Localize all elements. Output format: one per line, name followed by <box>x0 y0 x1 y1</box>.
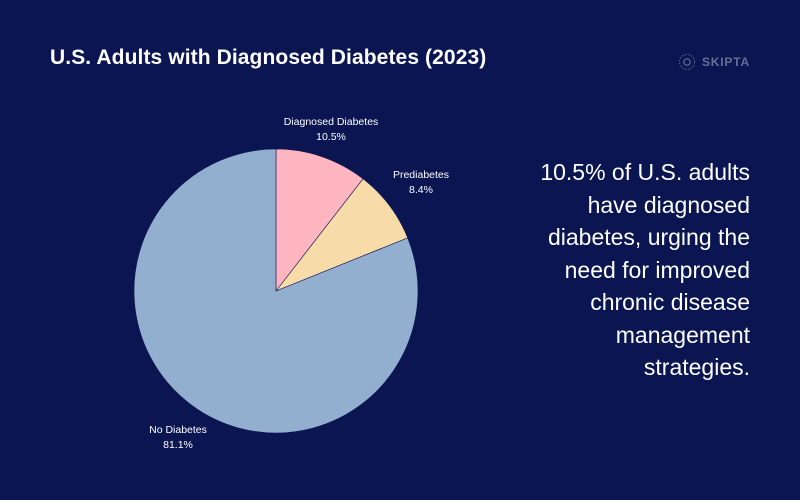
pie-slice-no-diabetes <box>133 148 419 434</box>
brand-logo: SKIPTA <box>678 53 750 71</box>
brand-name: SKIPTA <box>702 55 750 69</box>
slice-value-prediabetes: 8.4% <box>409 184 433 196</box>
slice-label-prediabetes: Prediabetes <box>393 169 449 181</box>
chart-title: U.S. Adults with Diagnosed Diabetes (202… <box>50 46 487 69</box>
pie-slice-diagnosed-diabetes <box>275 148 364 292</box>
slice-value-diagnosed-diabetes: 10.5% <box>316 131 346 143</box>
pie-chart: Diagnosed Diabetes 10.5% Prediabetes 8.4% No… <box>133 116 449 451</box>
slice-label-diagnosed-diabetes: Diagnosed Diabetes <box>284 116 379 128</box>
slice-label-no-diabetes: No Diabetes <box>149 424 207 436</box>
skipta-logo-icon <box>679 54 695 70</box>
callout-text: 10.5% of U.S. adults have diagnosed diab… <box>540 159 750 380</box>
slice-value-no-diabetes: 81.1% <box>163 439 193 451</box>
